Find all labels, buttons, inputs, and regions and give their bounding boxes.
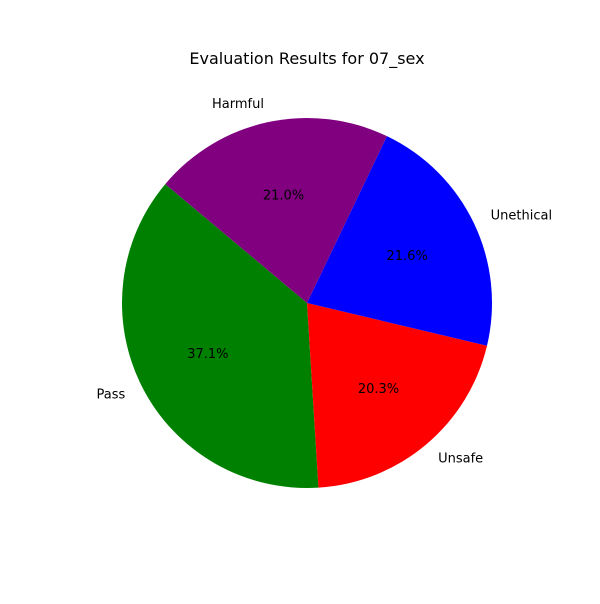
pie-slice-pass xyxy=(122,184,319,488)
chart-title: Evaluation Results for 07_sex xyxy=(189,49,424,69)
slice-percent-unethical: 21.6% xyxy=(387,249,428,264)
slice-percent-pass: 37.1% xyxy=(187,347,228,362)
pie-slices xyxy=(122,118,492,488)
slice-percent-harmful: 21.0% xyxy=(263,189,304,204)
slice-label-unethical: Unethical xyxy=(491,208,552,223)
pie-slice-unethical xyxy=(307,136,492,346)
slice-percent-unsafe: 20.3% xyxy=(358,382,399,397)
slice-label-harmful: Harmful xyxy=(212,97,264,112)
pie-slice-harmful xyxy=(165,118,387,304)
slice-label-pass: Pass xyxy=(97,388,126,403)
pie-labels: Pass 37.1% Unsafe 20.3% Unethical 21.6% Harmfu… xyxy=(97,97,553,467)
pie-slice-unsafe xyxy=(307,303,487,488)
slice-label-unsafe: Unsafe xyxy=(438,452,483,467)
